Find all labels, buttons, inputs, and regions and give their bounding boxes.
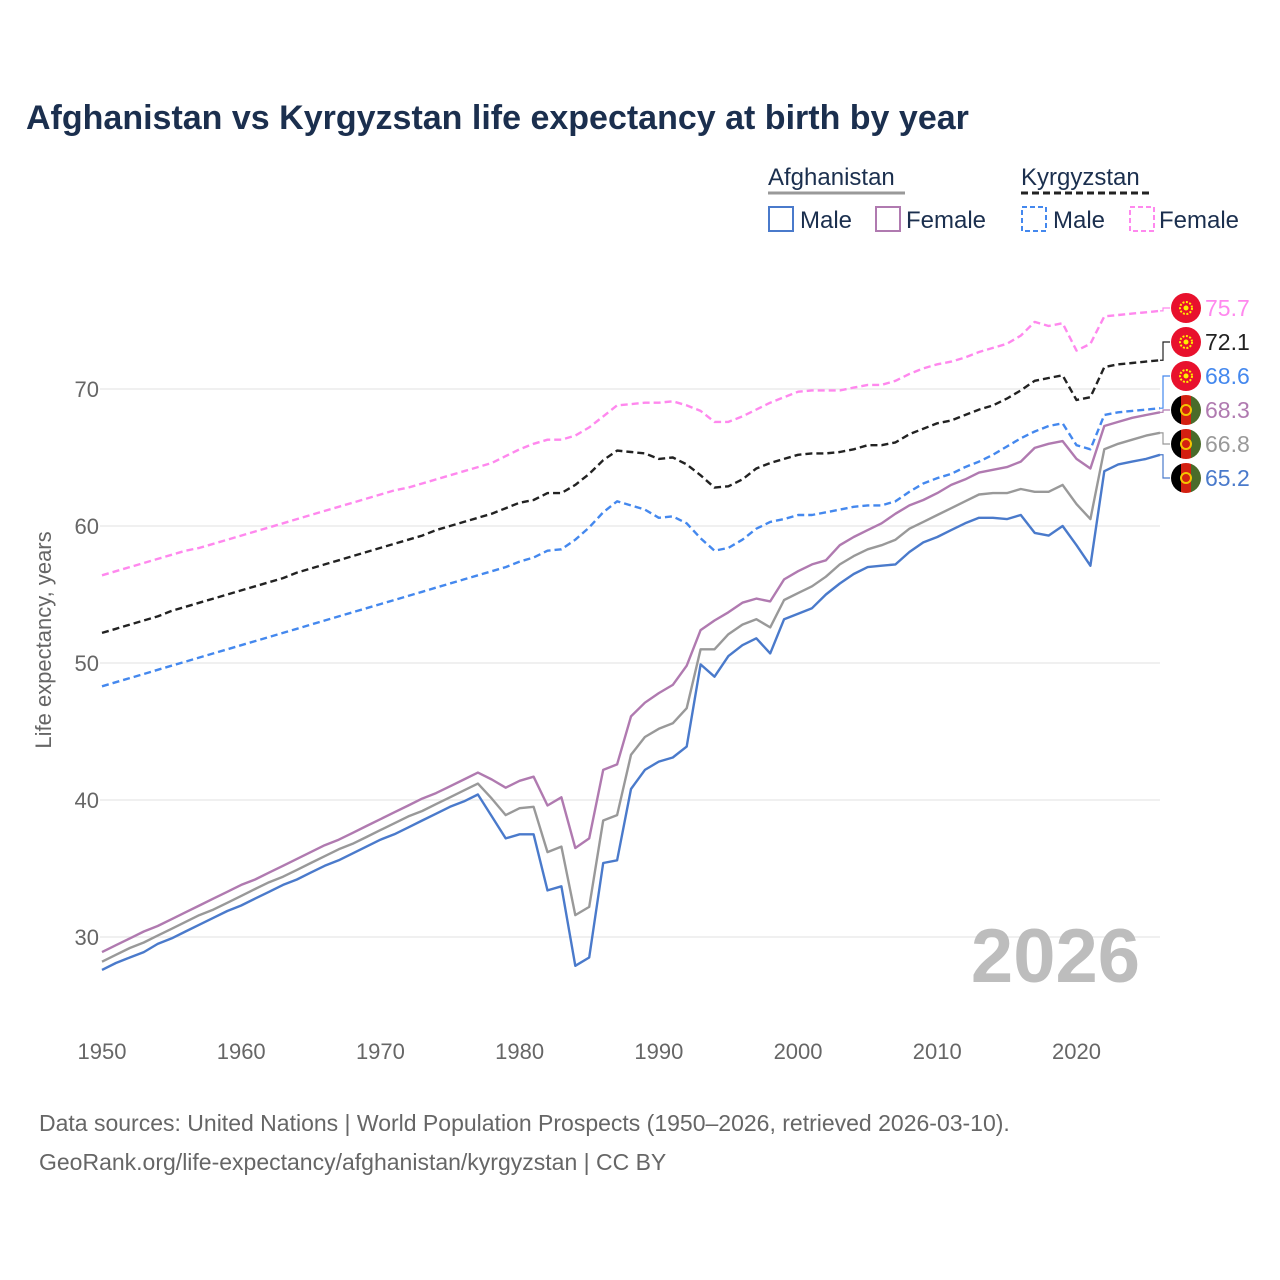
series-line-kyrgyzstan-female	[101, 309, 1161, 577]
flag-emblem-icon	[1180, 472, 1192, 484]
y-axis-label: Life expectancy, years	[31, 531, 56, 748]
flag-sun-center	[1183, 305, 1189, 311]
legend-swatch-kyrgyzstan-female	[1129, 206, 1155, 232]
end-value-label: 75.7	[1205, 295, 1250, 321]
year-watermark: 2026	[971, 914, 1140, 999]
source-line-1: Data sources: United Nations | World Pop…	[39, 1110, 1010, 1136]
flag-stripe-red	[1181, 429, 1191, 459]
series-line-afghanistan-male	[101, 453, 1161, 971]
legend-afghanistan-male[interactable]: Male	[800, 207, 852, 234]
flag-sun-icon	[1179, 369, 1193, 383]
y-tick-label: 50	[75, 651, 99, 676]
end-label-connector	[1160, 307, 1170, 312]
series-lines	[101, 309, 1161, 971]
end-label-connector	[1160, 375, 1170, 409]
flag-afghanistan-icon	[1171, 463, 1201, 493]
y-tick-label: 30	[75, 925, 99, 950]
flag-stripe-black	[1171, 395, 1181, 425]
x-tick-label: 2020	[1052, 1039, 1101, 1064]
flag-kyrgyzstan-icon	[1171, 361, 1201, 391]
y-tick-label: 60	[75, 514, 99, 539]
flag-stripe-green	[1191, 429, 1201, 459]
flag-stripe-red	[1181, 395, 1191, 425]
flag-stripe-red	[1181, 463, 1191, 493]
x-tick-label: 1970	[356, 1039, 405, 1064]
end-value-label: 68.6	[1205, 363, 1250, 389]
flag-stripe-green	[1191, 463, 1201, 493]
flag-kyrgyzstan-icon	[1171, 293, 1201, 323]
flag-afghanistan-icon	[1171, 395, 1201, 425]
legend-group-afghanistan: Afghanistan	[768, 164, 895, 191]
legend-group-kyrgyzstan: Kyrgyzstan	[1021, 164, 1140, 191]
legend-swatch-afghanistan-male	[768, 206, 794, 232]
series-line-afghanistan-female	[101, 411, 1161, 954]
end-value-label: 72.1	[1205, 329, 1250, 355]
flag-stripe-black	[1171, 463, 1181, 493]
x-tick-label: 1980	[495, 1039, 544, 1064]
flag-kyrgyzstan-icon	[1171, 327, 1201, 357]
y-tick-label: 70	[75, 377, 99, 402]
end-value-label: 68.3	[1205, 397, 1250, 423]
flag-afghanistan-icon	[1171, 429, 1201, 459]
end-value-label: 65.2	[1205, 465, 1250, 491]
source-line-2[interactable]: GeoRank.org/life-expectancy/afghanistan/…	[39, 1149, 666, 1175]
end-value-label: 66.8	[1205, 431, 1250, 457]
end-labels: 75.7 72.1 68.6 68.3 66.8 65.2	[1160, 293, 1250, 493]
end-label-connector	[1160, 454, 1170, 479]
end-label-connector	[1160, 341, 1170, 361]
series-line-afghanistan-total	[101, 431, 1161, 963]
x-tick-label: 2000	[774, 1039, 823, 1064]
x-axis-ticks: 1950 1960 1970 1980 1990 2000 2010 2020	[78, 1039, 1101, 1064]
gridlines	[100, 388, 1160, 938]
flag-sun-icon	[1179, 301, 1193, 315]
end-label-connector	[1160, 409, 1170, 413]
series-line-kyrgyzstan-male	[101, 407, 1161, 688]
chart-title: Afghanistan vs Kyrgyzstan life expectanc…	[26, 99, 969, 137]
flag-sun-icon	[1179, 335, 1193, 349]
x-tick-label: 2010	[913, 1039, 962, 1064]
legend: Afghanistan Male Female Kyrgyzstan Male …	[768, 164, 1239, 234]
flag-emblem-icon	[1180, 438, 1192, 450]
end-label-connector	[1160, 432, 1170, 445]
legend-swatch-kyrgyzstan-male	[1021, 206, 1047, 232]
x-tick-label: 1950	[78, 1039, 127, 1064]
y-tick-label: 40	[75, 788, 99, 813]
flag-sun-center	[1183, 373, 1189, 379]
legend-kyrgyzstan-male[interactable]: Male	[1053, 207, 1105, 234]
flag-stripe-black	[1171, 429, 1181, 459]
legend-afghanistan-female[interactable]: Female	[906, 207, 986, 234]
legend-swatch-afghanistan-female	[875, 206, 901, 232]
flag-emblem-icon	[1180, 404, 1192, 416]
y-axis-ticks: 30 40 50 60 70	[75, 377, 99, 950]
flag-sun-center	[1183, 339, 1189, 345]
x-tick-label: 1960	[217, 1039, 266, 1064]
series-line-kyrgyzstan-total	[101, 359, 1161, 635]
flag-stripe-green	[1191, 395, 1201, 425]
x-tick-label: 1990	[634, 1039, 683, 1064]
legend-kyrgyzstan-female[interactable]: Female	[1159, 207, 1239, 234]
